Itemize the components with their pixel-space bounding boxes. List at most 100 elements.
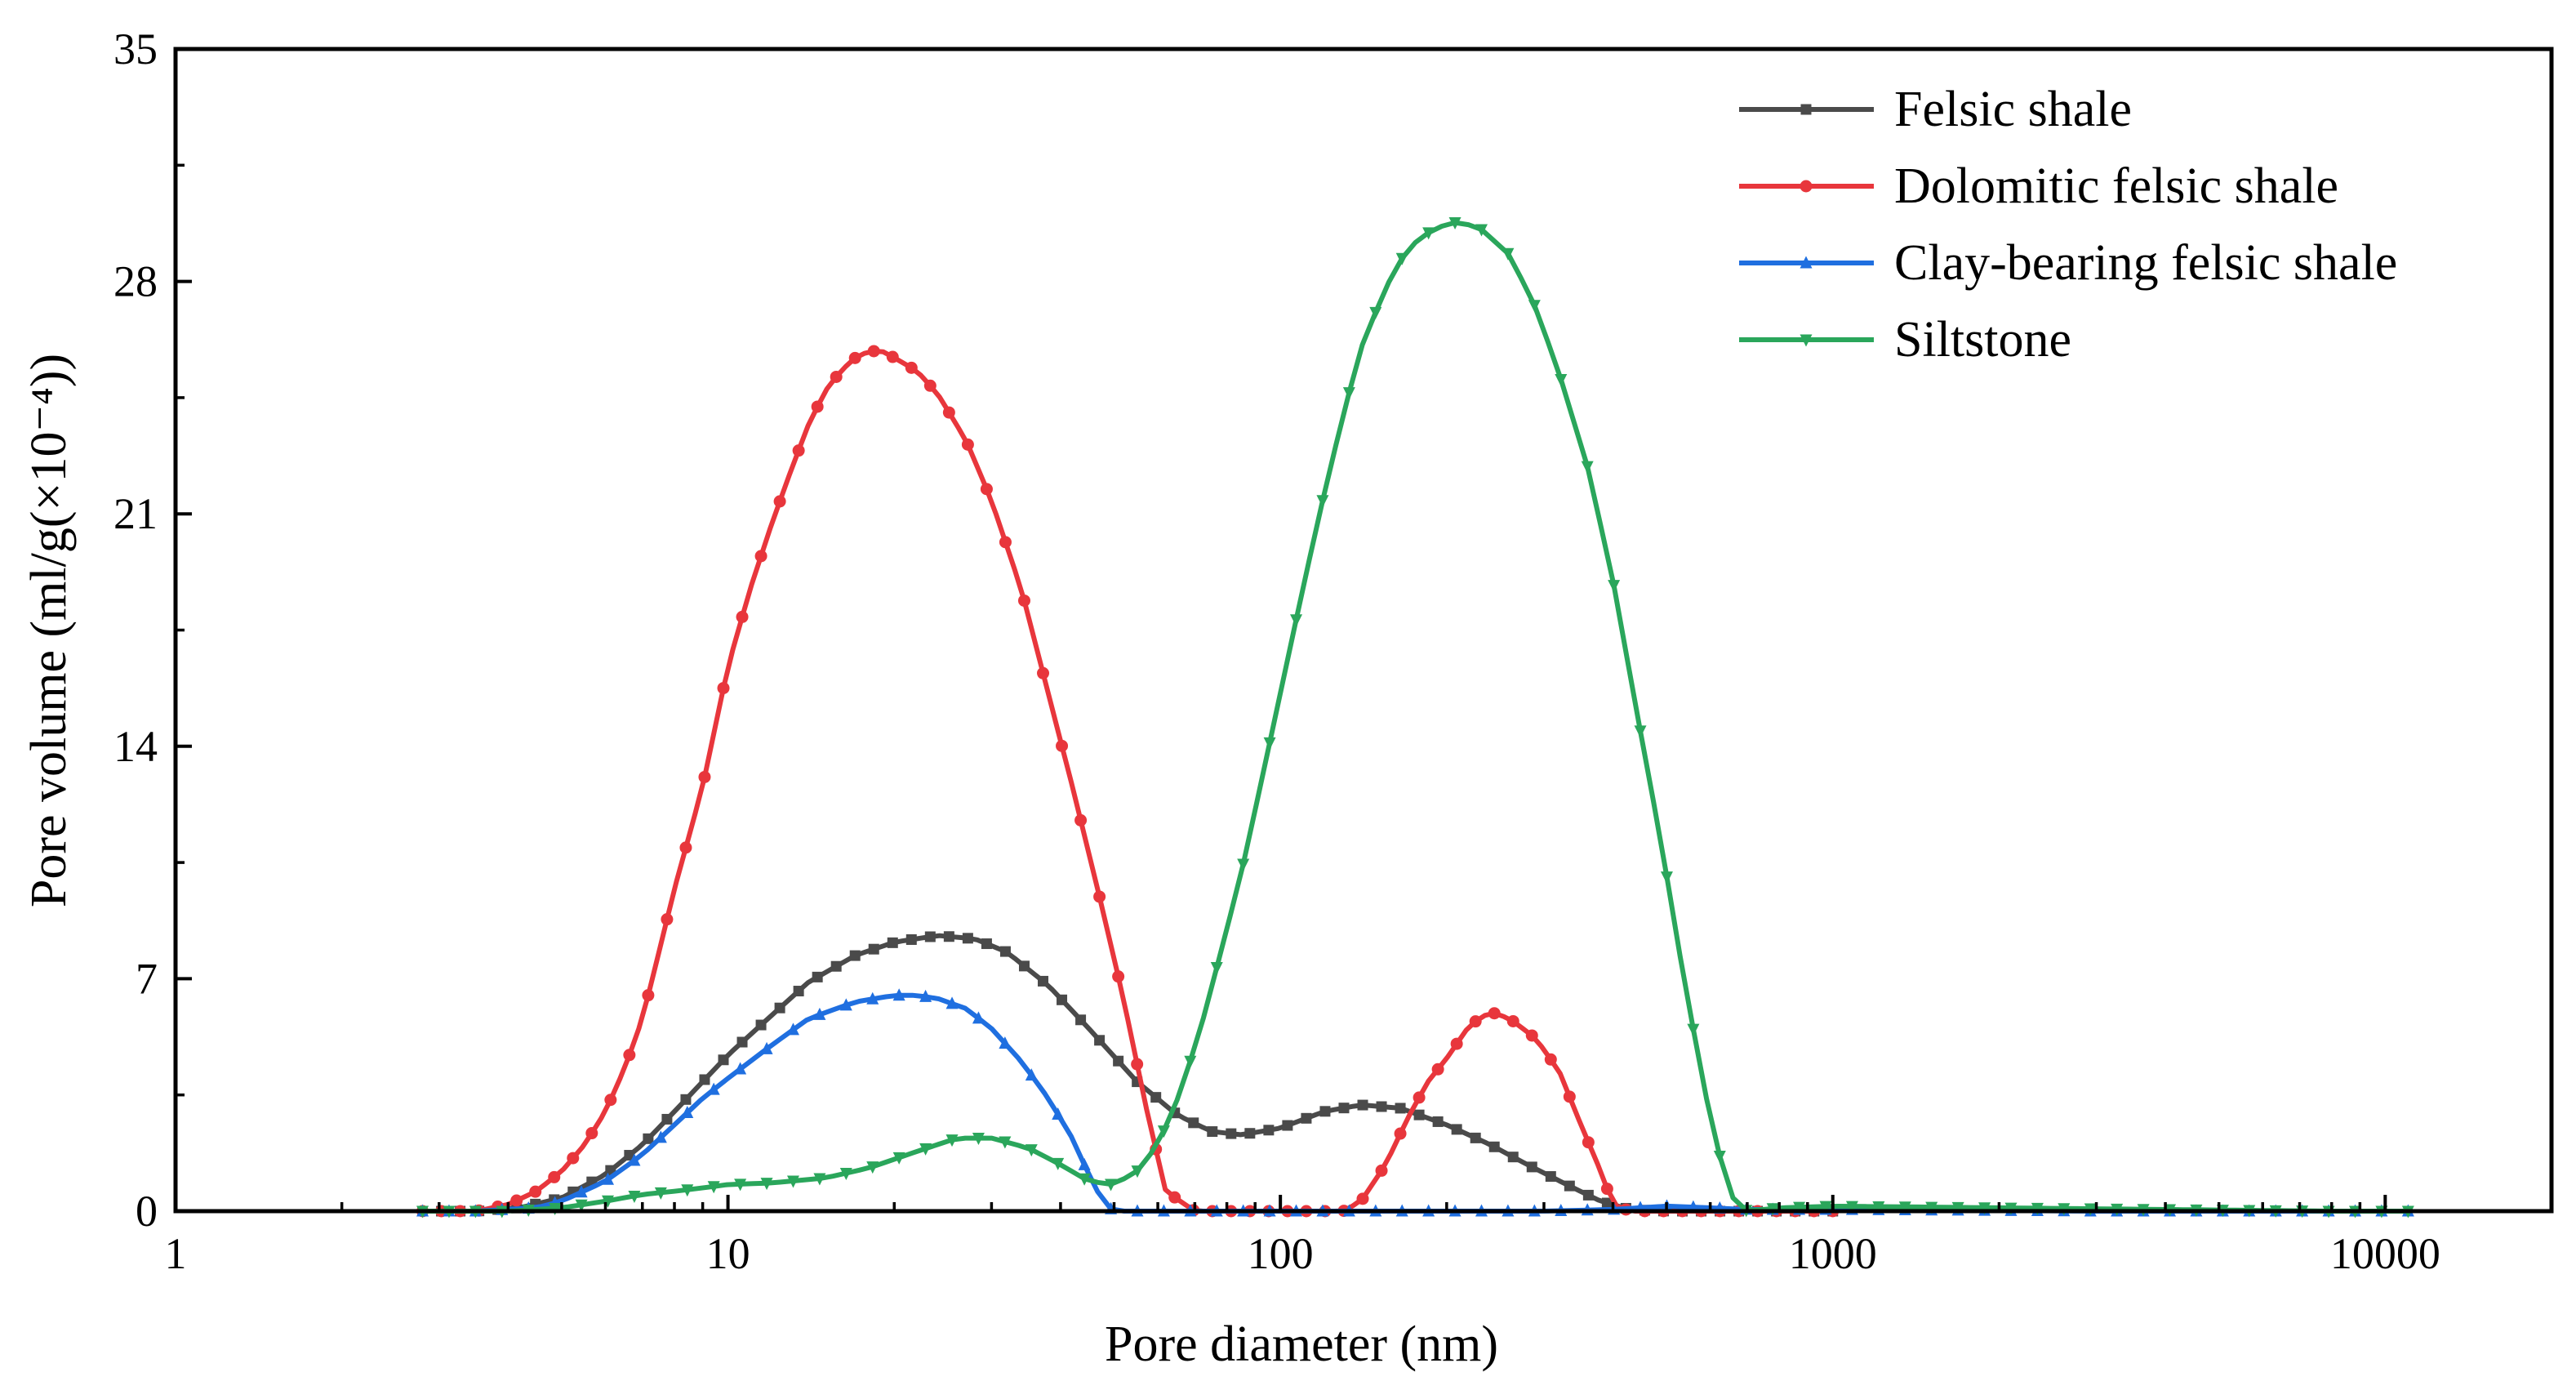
x-tick-label: 1000 (1789, 1229, 1877, 1278)
data-point (793, 986, 804, 997)
data-point (1105, 1178, 1118, 1192)
data-point (736, 1036, 748, 1048)
data-point (849, 950, 861, 961)
data-point (924, 931, 936, 942)
data-point (760, 1041, 773, 1054)
data-point (510, 1194, 523, 1207)
data-point (1078, 1173, 1091, 1186)
data-point (1687, 1023, 1700, 1036)
data-point (1545, 1171, 1556, 1183)
series-layer (416, 217, 2414, 1218)
data-point (654, 1130, 667, 1143)
x-axis-title: Pore diameter (nm) (1105, 1316, 1498, 1372)
data-point (585, 1127, 598, 1140)
data-point (602, 1195, 615, 1208)
data-point (1395, 252, 1408, 265)
data-point (1157, 1125, 1170, 1138)
data-point (698, 770, 711, 783)
data-point (529, 1185, 542, 1198)
data-point (680, 1094, 692, 1105)
data-point (942, 406, 955, 419)
data-point (1448, 217, 1462, 230)
data-point (707, 1082, 720, 1095)
data-point (892, 1152, 905, 1165)
data-point (887, 937, 898, 948)
data-point (945, 1134, 959, 1147)
data-point (734, 1178, 747, 1192)
data-point (1451, 1124, 1462, 1135)
data-point (1263, 737, 1276, 750)
data-point (1660, 871, 1673, 884)
data-point (1017, 594, 1030, 607)
data-point (734, 1062, 747, 1075)
data-point (755, 1019, 767, 1031)
data-point (624, 1150, 635, 1161)
data-point (567, 1152, 580, 1165)
data-point (1544, 1053, 1557, 1066)
data-point (661, 1113, 673, 1125)
legend-marker (1800, 334, 1813, 347)
data-point (604, 1094, 617, 1107)
data-point (2031, 1202, 2044, 1215)
data-point (1450, 1037, 1463, 1050)
x-tick-label: 10000 (2330, 1229, 2440, 1278)
data-point (867, 345, 880, 358)
data-point (1237, 858, 1250, 871)
data-point (1342, 387, 1355, 400)
data-point (1357, 1099, 1368, 1111)
data-point (681, 1105, 694, 1118)
data-point (1925, 1201, 1938, 1214)
data-point (707, 1181, 720, 1194)
data-point (905, 933, 917, 945)
data-point (1793, 1201, 1806, 1214)
data-point (628, 1153, 641, 1166)
data-point (1528, 300, 1541, 313)
data-point (1845, 1201, 1858, 1214)
data-point (2004, 1202, 2018, 1215)
data-point (736, 610, 749, 623)
data-point (811, 400, 824, 413)
data-point (1470, 1132, 1481, 1143)
data-point (548, 1170, 561, 1183)
data-point (1394, 1127, 1407, 1140)
axis-layer: 1 10 100 1000 10000 0 7 14 21 28 35 (113, 25, 2553, 1278)
series-line (422, 349, 1833, 1214)
data-point (1168, 1191, 1181, 1204)
data-point (718, 1054, 729, 1066)
data-point (760, 1178, 773, 1191)
data-point (886, 350, 899, 363)
legend-item: Siltstone (1739, 312, 2071, 368)
data-point (654, 1187, 667, 1200)
data-point (623, 1049, 636, 1062)
data-point (1025, 1144, 1038, 1157)
data-point (1210, 962, 1223, 975)
legend-label: Siltstone (1894, 312, 2071, 368)
data-point (1112, 970, 1125, 983)
data-point (1263, 1125, 1275, 1136)
legend: Felsic shale Dolomitic felsic shale Clay-b… (1739, 82, 2397, 368)
data-point (1634, 725, 1647, 738)
data-point (661, 913, 674, 926)
series-line (422, 220, 2409, 1214)
data-point (1226, 1128, 1237, 1139)
data-point (1526, 1161, 1537, 1173)
data-point (999, 536, 1012, 549)
data-point (1951, 1201, 1964, 1214)
data-point (1819, 1201, 1832, 1214)
legend-item: Clay-bearing felsic shale (1739, 235, 2397, 291)
data-point (812, 971, 823, 982)
data-point (999, 946, 1011, 957)
data-point (1282, 1120, 1293, 1131)
data-point (919, 989, 932, 1002)
data-point (1056, 739, 1069, 752)
data-point (839, 998, 852, 1011)
data-point (754, 550, 767, 563)
data-point (1469, 1015, 1482, 1028)
x-tick-label: 1 (165, 1229, 187, 1278)
data-point (773, 495, 786, 508)
y-tick-label: 21 (113, 489, 158, 538)
legend-label: Clay-bearing felsic shale (1894, 235, 2397, 291)
data-point (1184, 1055, 1197, 1068)
data-point (1025, 1068, 1038, 1081)
